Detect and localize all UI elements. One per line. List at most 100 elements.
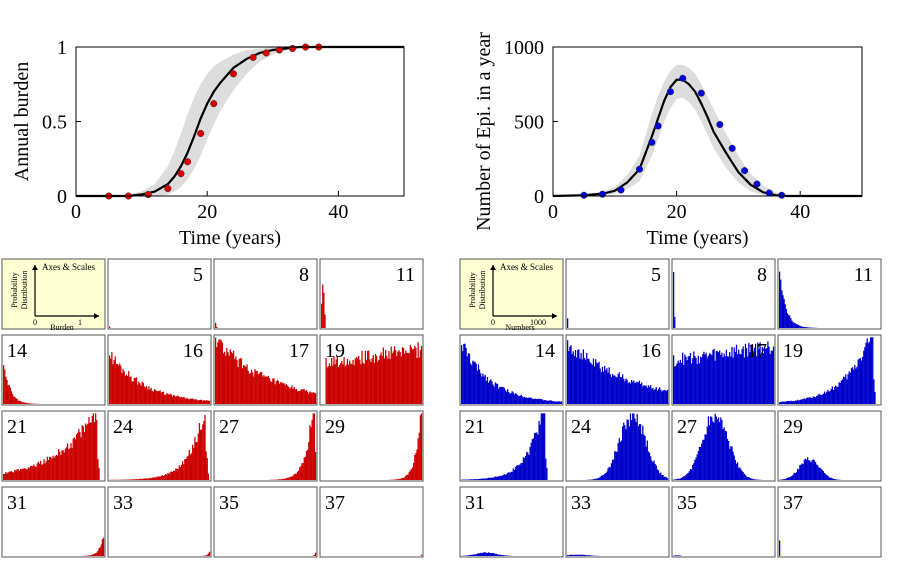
histogram-bar (656, 469, 659, 480)
histogram-bar (51, 458, 53, 480)
histogram-bar (372, 355, 374, 404)
histogram-bar (208, 400, 211, 404)
histogram-bar (833, 386, 836, 404)
histogram-bar (305, 450, 308, 480)
histogram-bar (413, 348, 415, 404)
histogram-bar (399, 478, 401, 480)
histogram-bar (410, 469, 413, 480)
histogram-bar (258, 373, 261, 404)
histogram-bar (188, 399, 190, 404)
histogram-bar (635, 382, 637, 404)
histogram-bar (614, 451, 616, 480)
histogram-bar (851, 367, 854, 404)
histogram-panel: 21 (459, 410, 564, 482)
histogram-bar (156, 476, 158, 480)
histogram-bar (772, 346, 775, 404)
histogram-bar (791, 476, 793, 480)
histogram-bar (532, 438, 535, 480)
histogram-bar (627, 383, 629, 404)
histogram-bar (509, 393, 511, 404)
histogram-panel: 5 (565, 258, 670, 330)
histogram-bar (474, 554, 476, 556)
histogram-bar (148, 478, 150, 480)
histogram-bar (282, 383, 284, 404)
histogram-bar (124, 375, 126, 404)
histogram-bar (677, 555, 679, 556)
histogram-bar (611, 459, 614, 480)
histogram-bar (24, 468, 26, 480)
histogram-bar (807, 327, 809, 328)
histogram-bar (711, 354, 713, 404)
histogram-bar (109, 355, 111, 404)
histogram-bar (27, 403, 29, 404)
histogram-bar (196, 441, 198, 480)
histogram-bar (498, 388, 500, 404)
histogram-bar (282, 478, 284, 480)
histogram-bar (143, 478, 146, 480)
histogram-bar (498, 554, 500, 556)
data-point (229, 70, 237, 78)
histogram-bar (482, 478, 484, 480)
histogram-bar (673, 272, 675, 328)
burden-histogram-grid: Axes & Scales Probability Distribution 0 1 Bu… (1, 258, 424, 558)
histogram-bar (505, 555, 508, 556)
data-point (288, 44, 297, 53)
histogram-bar (303, 389, 305, 404)
histogram-bar (285, 384, 287, 404)
histogram-bar (313, 413, 316, 480)
histogram-bar (246, 364, 248, 404)
histogram-bar (872, 337, 874, 404)
histogram-bar (40, 460, 42, 480)
histogram-bar (588, 555, 590, 556)
histogram-bar (146, 385, 148, 404)
histogram-bar (23, 468, 25, 480)
histogram-panel: 24 (565, 410, 670, 482)
histogram-bar (420, 413, 423, 480)
histogram-bar (686, 473, 688, 480)
histogram-bar (227, 352, 229, 404)
histogram-bar (654, 388, 656, 404)
histogram-bar (480, 478, 482, 480)
histogram-bar (287, 386, 290, 404)
histogram-bar (493, 386, 495, 404)
histogram-bar (628, 382, 630, 404)
histogram-bar (371, 358, 373, 404)
histogram-bar (380, 352, 382, 404)
histogram-bar (705, 434, 707, 480)
histogram-bar (727, 356, 730, 404)
histogram-bar (504, 474, 507, 480)
histogram-bar (515, 465, 518, 480)
histogram-bar (190, 398, 193, 404)
histogram-bar (535, 398, 537, 404)
histogram-bar (784, 478, 786, 480)
histogram-bar (679, 478, 682, 480)
histogram-bar (299, 390, 301, 404)
histogram-bar (160, 392, 162, 404)
histogram-bar (289, 388, 291, 404)
histogram-bar (699, 356, 702, 404)
histogram-bar (373, 362, 376, 404)
histogram-bar (201, 429, 203, 480)
histogram-bar (583, 357, 586, 404)
histogram-bar (557, 401, 559, 404)
histogram-bar (135, 377, 138, 404)
x-tick-label: 40 (328, 201, 348, 223)
histogram-bar (280, 382, 282, 404)
histogram-bar (591, 479, 593, 480)
data-point (275, 46, 283, 54)
histogram-bar (725, 431, 728, 480)
histogram-bar (683, 365, 685, 404)
histogram-bar (597, 478, 599, 480)
histogram-bar (723, 427, 725, 480)
histogram-bar (629, 383, 632, 404)
histogram-bar (526, 451, 528, 480)
histogram-bar (354, 358, 356, 404)
histogram-bar (153, 389, 156, 404)
histogram-bar (803, 459, 805, 480)
histogram-bar (712, 421, 714, 480)
histogram-bar (698, 363, 701, 404)
histogram-bar (491, 477, 493, 480)
histogram-bar (835, 479, 837, 480)
histogram-bar (161, 475, 164, 480)
histogram-bar (350, 363, 352, 404)
